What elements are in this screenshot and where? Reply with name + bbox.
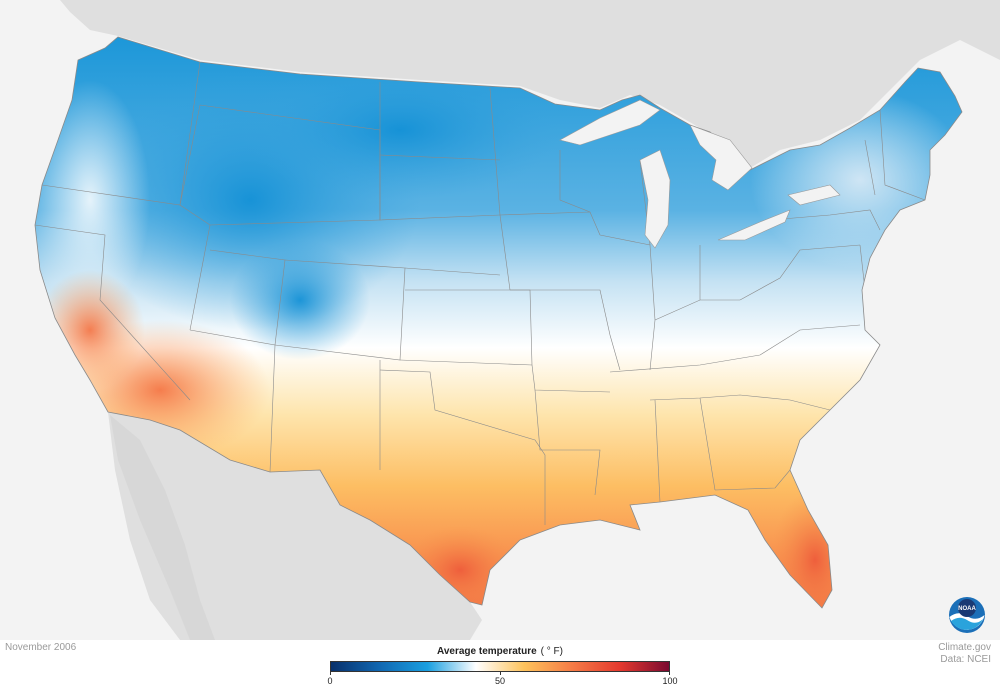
us-map-svg [34,0,1000,640]
great-lakes [559,99,841,249]
legend-unit: ( ° F) [540,646,563,657]
tick-label-max: 100 [662,676,678,686]
lake-superior [559,99,661,146]
tick-mark-min [330,671,331,675]
credit-data-source: Data: NCEI [940,654,991,665]
baja-peninsula [110,415,215,640]
tick-label-min: 0 [327,676,333,686]
lake-michigan [639,149,671,249]
lake-huron [689,124,753,191]
canada-land [60,0,1000,168]
legend-title: Average temperature( ° F) [330,646,670,657]
temperature-map: NOAA [0,0,1000,640]
date-label: November 2006 [5,642,77,653]
lake-ontario [787,184,841,206]
state-borders [35,61,926,525]
credit-site: Climate.gov [938,642,991,653]
credit-block: Climate.gov Data: NCEI [938,642,991,666]
lake-erie [717,209,791,241]
tick-mark-max [669,671,670,675]
map-footer: November 2006 Climate.gov Data: NCEI Ave… [0,640,1000,690]
noaa-logo-text: NOAA [958,606,976,612]
tick-mark-mid [500,671,501,675]
noaa-logo: NOAA [949,597,985,633]
tick-label-mid: 50 [494,676,505,686]
mexico-land [108,412,482,640]
legend-title-text: Average temperature [436,646,537,657]
